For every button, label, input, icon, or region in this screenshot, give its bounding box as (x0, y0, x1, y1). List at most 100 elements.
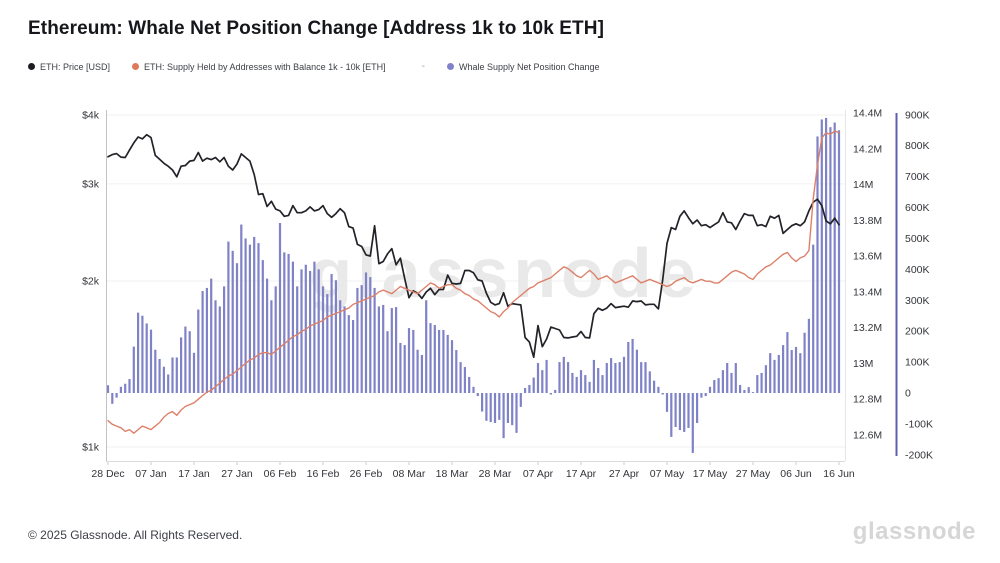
net-position-bar (640, 362, 643, 393)
net-position-bar (377, 306, 380, 393)
net-position-bar (829, 127, 832, 394)
net-position-bar (747, 387, 750, 393)
legend-item-eth-supply-1k-10k[interactable]: ETH: Supply Held by Addresses with Balan… (132, 62, 386, 72)
net-position-bar (708, 386, 712, 393)
net-position-bar (231, 250, 234, 393)
net-position-bar (588, 381, 591, 393)
net-position-tick-label: 800K (905, 140, 930, 152)
net-position-bar (386, 331, 389, 393)
net-position-bar (820, 119, 823, 393)
net-position-bar (145, 323, 148, 393)
net-position-bar (244, 238, 247, 393)
net-position-bar (412, 329, 415, 393)
net-position-bar (511, 393, 514, 426)
net-position-bar (210, 278, 213, 393)
net-position-bar (700, 393, 703, 398)
legend-whale-net-position-change-dot-icon (446, 63, 454, 70)
x-tick-label: 07 May (650, 468, 685, 480)
net-position-bar (455, 350, 458, 393)
net-position-bar (816, 136, 819, 393)
net-position-bar (476, 393, 479, 397)
net-position-bar (407, 328, 411, 393)
net-position-bar (184, 326, 187, 393)
net-position-bar (132, 346, 135, 393)
x-tick-label: 17 May (693, 468, 728, 480)
net-position-bar (803, 332, 806, 393)
legend-item-eth-price[interactable]: ETH: Price [USD] (28, 62, 110, 72)
supply-tick-label: 14.2M (853, 143, 882, 155)
net-position-bar (309, 270, 312, 393)
net-position-bar (171, 357, 174, 393)
net-position-bar (631, 338, 634, 393)
net-position-bar (158, 359, 161, 393)
legend-eth-price-dot-icon (28, 63, 35, 70)
net-position-bar (141, 315, 144, 393)
net-position-bar (356, 287, 359, 393)
page-title: Ethereum: Whale Net Position Change [Add… (28, 18, 605, 39)
legend-item-whale-net-position-change[interactable]: Whale Supply Net Position Change (446, 61, 600, 72)
net-position-bar (188, 331, 191, 393)
net-position-bar (119, 386, 122, 393)
net-position-bar (360, 285, 363, 393)
supply-tick-label: 13M (853, 358, 873, 370)
net-position-tick-label: 700K (905, 171, 930, 183)
net-position-bar (498, 393, 501, 420)
x-tick-label: 26 Feb (350, 468, 383, 480)
net-position-bar (382, 304, 385, 393)
x-tick-label: 06 Jun (780, 468, 812, 480)
net-position-bar (657, 386, 660, 393)
net-position-bar (481, 393, 484, 412)
supply-line (107, 130, 840, 434)
net-position-bar (751, 392, 755, 393)
net-position-bar (653, 380, 656, 393)
x-tick-label: 08 Mar (393, 468, 426, 480)
net-position-bar (403, 345, 406, 393)
net-position-bar (777, 354, 780, 393)
net-position-bar (515, 393, 518, 433)
net-position-tick-label: 600K (905, 202, 930, 214)
net-position-bar (390, 308, 393, 393)
legend-item-label: Whale Supply Net Position Change (458, 61, 600, 72)
net-position-bar (317, 269, 320, 393)
net-position-bar (416, 349, 419, 393)
net-position-bar (807, 318, 810, 393)
net-position-bar (799, 353, 802, 393)
net-position-bars (106, 117, 841, 453)
plot-area[interactable] (107, 110, 845, 461)
net-position-bar (106, 385, 110, 393)
net-position-bar (648, 371, 651, 393)
net-position-bar (532, 377, 535, 393)
x-tick-label: 17 Apr (566, 468, 597, 480)
net-position-bar (253, 236, 256, 393)
price-tick-label: $4k (82, 110, 100, 122)
net-position-bar (734, 363, 737, 393)
net-position-bar (459, 362, 462, 393)
net-position-bar (592, 359, 595, 393)
supply-tick-label: 12.8M (853, 394, 882, 406)
x-tick-label: 16 Feb (307, 468, 340, 480)
x-axis-labels: 28 Dec 07 Jan 17 Jan 27 Jan 06 Feb 16 Feb 26 F… (91, 462, 855, 480)
net-position-bar (468, 376, 471, 393)
net-position-bar (696, 393, 699, 423)
net-position-bar (704, 393, 707, 397)
net-position-bar (137, 312, 140, 393)
net-position-bar (373, 287, 376, 393)
glassnode-logo: glassnode (852, 518, 976, 545)
legend-item-label: ETH: Price [USD] (40, 61, 111, 72)
net-position-tick-label: -100K (905, 418, 933, 430)
net-position-bar (721, 370, 724, 393)
legend-eth-supply-1k-10k-dot-icon (132, 63, 140, 70)
net-position-bar (463, 367, 466, 393)
net-position-bar (395, 307, 398, 393)
supply-tick-label: 13.8M (853, 215, 882, 227)
copyright-text: © 2025 Glassnode. All Rights Reserved. (28, 528, 243, 542)
net-position-bar (128, 379, 131, 393)
x-tick-label: 28 Dec (91, 468, 124, 480)
supply-tick-label: 13.6M (853, 251, 882, 263)
net-position-bar (270, 300, 273, 393)
net-position-bar (726, 363, 729, 393)
x-tick-label: 18 Mar (436, 468, 469, 480)
net-position-bar (644, 362, 647, 393)
net-position-bar (115, 393, 118, 398)
